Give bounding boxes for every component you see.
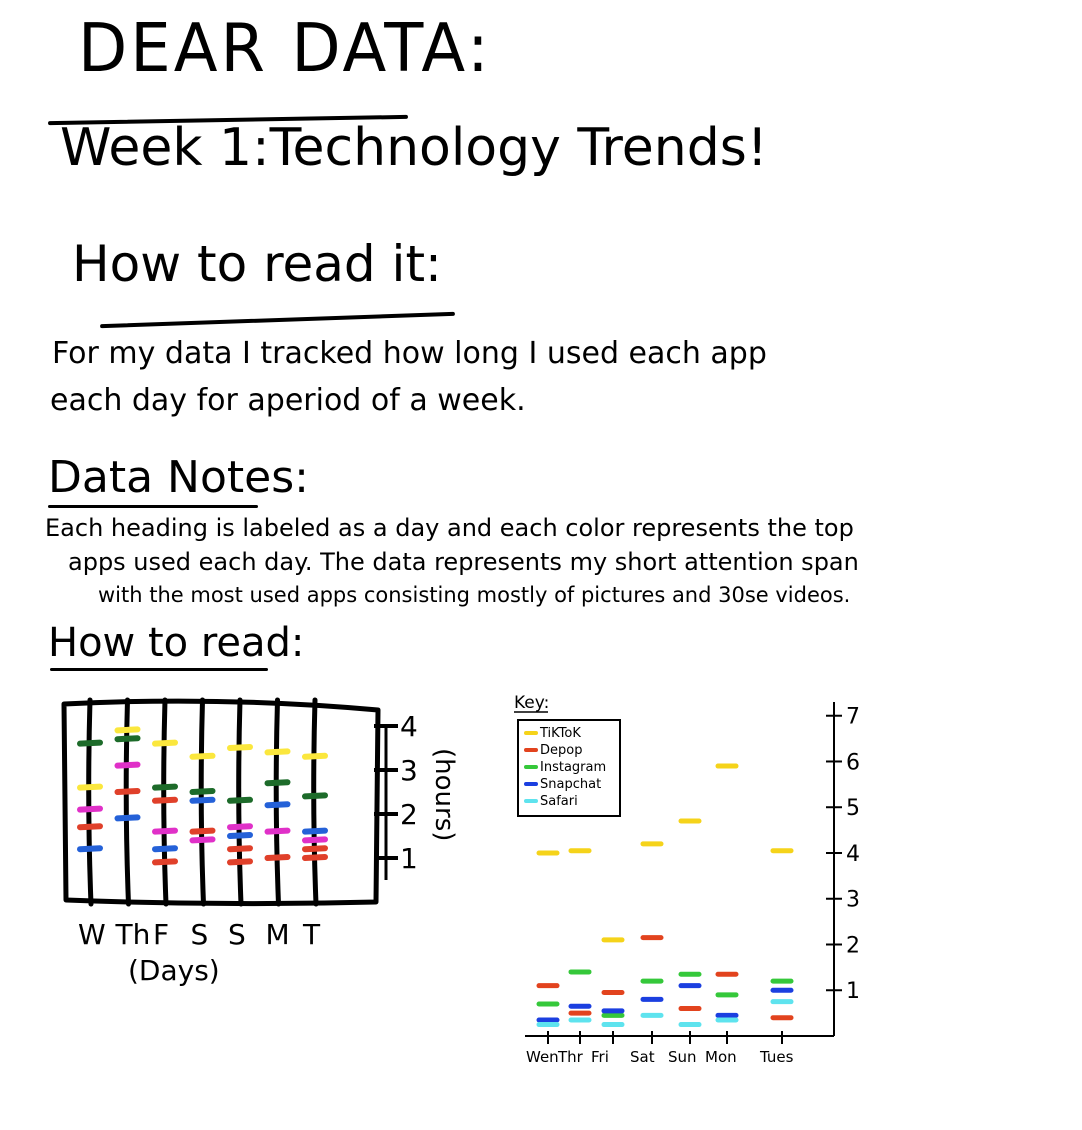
data-notes-heading: Data Notes: (48, 452, 309, 503)
chart-x-tick-label: Tues (759, 1048, 794, 1066)
sketch-data-mark (264, 827, 291, 835)
sketch-data-mark (302, 845, 328, 853)
chart-x-tick-label: Sat (630, 1048, 655, 1066)
sketch-data-mark (189, 836, 216, 844)
sketch-data-mark (152, 827, 178, 835)
notes-line-2: apps used each day. The data represents … (68, 548, 859, 576)
sketch-data-mark (77, 805, 103, 813)
sketch-data-mark (189, 796, 216, 804)
legend-label: Snapchat (540, 777, 601, 792)
chart-x-tick-label: Mon (705, 1048, 737, 1066)
sketch-data-mark (227, 832, 253, 839)
sketch-y-tick-label: 1 (400, 842, 418, 875)
key-heading: Key: (514, 693, 549, 713)
sketch-x-tick-label: T (302, 918, 321, 951)
how-to-read-heading-2: How to read: (48, 620, 305, 666)
sketch-x-axis-label: (Days) (128, 954, 220, 987)
sketch-data-mark (114, 814, 141, 822)
sketch-data-mark (302, 827, 328, 835)
notes-line-3: with the most used apps consisting mostl… (98, 583, 851, 607)
sketch-data-mark (114, 726, 141, 734)
sketch-y-tick-label: 4 (400, 710, 418, 743)
notes-line-1: Each heading is labeled as a day and eac… (45, 514, 854, 542)
intro-line-2: each day for aperiod of a week. (50, 383, 526, 418)
sketch-data-mark (152, 845, 178, 853)
sketch-y-axis-label: (hours) (429, 748, 459, 841)
sketch-data-mark (264, 854, 291, 861)
legend-label: Depop (540, 743, 582, 758)
sketch-chart-frame (61, 698, 381, 907)
sketch-data-mark (227, 744, 253, 751)
sketch-data-mark (302, 836, 328, 844)
sketch-data-mark (114, 788, 141, 795)
sketch-x-tick-label: Th (115, 918, 151, 951)
sketch-data-mark (302, 854, 328, 861)
sketch-data-mark (77, 823, 103, 831)
sketch-y-tick-label: 3 (400, 754, 418, 787)
sketch-data-mark (152, 739, 178, 747)
sketch-data-mark (189, 788, 216, 795)
sketch-x-tick-label: M (266, 918, 290, 951)
chart-y-tick-label: 6 (846, 750, 860, 775)
how-to-read-2-underline (50, 668, 268, 671)
sketch-data-mark (302, 752, 328, 760)
chart-y-tick-label: 7 (846, 705, 860, 730)
page-subtitle: Week 1:Technology Trends! (60, 118, 768, 178)
sketch-day-line (86, 697, 94, 907)
sketch-data-mark (77, 739, 103, 747)
sketch-data-mark (77, 845, 103, 853)
sketch-day-line (311, 697, 319, 907)
sketch-x-tick-label: S (191, 918, 209, 951)
sketch-data-mark (227, 845, 253, 853)
sketch-data-mark (114, 735, 141, 743)
sketch-data-mark (227, 796, 253, 804)
chart-y-tick-label: 3 (846, 888, 860, 913)
chart-x-tick-label: Thr (557, 1048, 584, 1066)
chart-y-tick-label: 5 (846, 796, 860, 821)
sketch-x-tick-label: W (78, 918, 106, 951)
sketch-y-tick-label: 2 (400, 798, 418, 831)
sketch-data-mark (189, 827, 216, 835)
sketch-data-mark (227, 858, 253, 866)
sketch-data-mark (152, 796, 178, 804)
sketch-data-mark (227, 823, 253, 831)
chart-y-tick-label: 4 (846, 842, 860, 867)
chart-x-tick-label: Wen (526, 1048, 559, 1066)
sketch-x-tick-label: S (228, 918, 246, 951)
chart-x-tick-label: Sun (668, 1048, 697, 1066)
sketch-data-mark (264, 779, 291, 787)
how-to-read-heading: How to read it: (72, 235, 442, 293)
sketch-data-mark (302, 792, 328, 800)
legend-label: Safari (540, 794, 578, 809)
sketch-data-mark (189, 752, 216, 760)
data-notes-underline (48, 505, 258, 508)
sketch-day-line (123, 697, 131, 907)
page-title: DEAR DATA: (78, 10, 492, 88)
sketch-data-mark (114, 761, 141, 769)
chart-y-tick-label: 1 (846, 979, 860, 1004)
chart-x-tick-label: Fri (591, 1048, 609, 1066)
legend-label: TiKToK (539, 726, 581, 741)
legend-label: Instagram (540, 760, 606, 775)
sketch-data-mark (152, 858, 178, 866)
sketch-data-mark (152, 783, 178, 791)
sketch-data-mark (77, 783, 103, 791)
sketch-data-mark (264, 801, 291, 809)
chart-y-tick-label: 2 (846, 933, 860, 958)
sketch-x-tick-label: F (153, 918, 169, 951)
sketch-data-mark (264, 748, 291, 756)
intro-line-1: For my data I tracked how long I used ea… (52, 336, 767, 371)
